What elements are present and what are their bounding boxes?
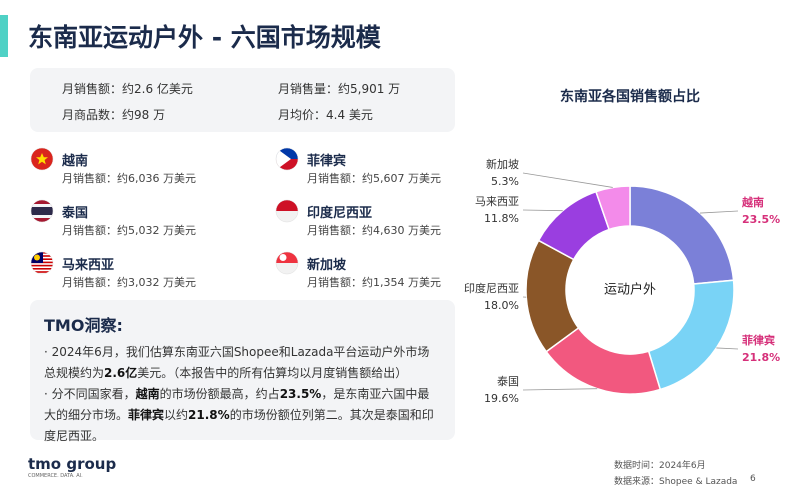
flag-part: [279, 254, 287, 261]
flag-part: [276, 211, 298, 222]
leader-line: [522, 209, 563, 212]
insight-run: 分不同国家看，: [51, 387, 136, 401]
insight-title: TMO洞察:: [44, 316, 123, 335]
flag-star: [36, 153, 48, 165]
flag-part: [276, 252, 298, 263]
country-name: 新加坡: [307, 258, 347, 273]
summary-box: 月销售额：约2.6 亿美元 月销售量：约5,901 万 月商品数：约98 万 月…: [30, 68, 455, 132]
country-name: 马来西亚: [62, 258, 115, 273]
summary-item: 月销售额：约2.6 亿美元: [62, 82, 193, 96]
flag-clip: [31, 148, 53, 170]
flag-part: [276, 200, 298, 211]
flag: [30, 251, 54, 275]
flag-part: [31, 207, 53, 215]
country-sales: 月销售额：约4,630 万美元: [307, 224, 441, 237]
slice-label: 菲律宾: [742, 333, 775, 347]
footer-date: 数据时间：2024年6月: [614, 461, 706, 471]
flags: [30, 147, 299, 275]
flag-ring: [30, 199, 54, 223]
flag: [275, 251, 299, 275]
country-name: 印度尼西亚: [307, 206, 373, 221]
summary-item: 月均价：4.4 美元: [278, 108, 373, 122]
slice-value: 19.6%: [484, 392, 519, 405]
flag: [275, 147, 299, 171]
summary-item: 月销售量：约5,901 万: [278, 82, 401, 96]
page-title: 东南亚运动户外 - 六国市场规模: [28, 23, 381, 52]
slice-label: 越南: [741, 195, 764, 209]
donut-slice: [595, 185, 631, 231]
flag-ring: [30, 251, 54, 275]
slice-value: 5.3%: [491, 175, 519, 188]
flag-part: [276, 159, 298, 170]
country-sales: 月销售额：约5,607 万美元: [307, 172, 441, 185]
flag-part: [31, 264, 53, 267]
logo: tmo group COMMERCE. DATA. AI.: [28, 455, 116, 479]
footer-source: 数据来源：Shopee & Lazada: [614, 477, 738, 487]
leader-line: [522, 172, 613, 188]
slice-value: 21.8%: [742, 351, 780, 364]
flag-ring: [275, 251, 299, 275]
slice-label: 泰国: [497, 374, 519, 388]
country-sales: 月销售额：约3,032 万美元: [62, 276, 196, 289]
center-label: 运动户外: [604, 282, 656, 298]
donut-slice: [629, 185, 735, 285]
accent-bar: [0, 15, 8, 57]
flag-ring: [275, 147, 299, 171]
logo-text: tmo group: [28, 455, 117, 473]
flag-clip: [276, 252, 298, 274]
insight-bullet: · 分不同国家看，越南的市场份额最高，约占23.5%，是东南亚六国中最大的细分市…: [44, 387, 434, 443]
country-sales: 月销售额：约6,036 万美元: [62, 172, 196, 185]
flag: [30, 147, 54, 171]
leader-line: [716, 347, 739, 350]
slice-value: 18.0%: [484, 299, 519, 312]
slice-value: 11.8%: [484, 212, 519, 225]
insight-run: 的市场份额最高，约占: [159, 387, 280, 401]
flag-clip: [276, 200, 298, 222]
slice-label: 马来西亚: [475, 195, 519, 208]
flag-part: [31, 268, 53, 270]
insight-run: 菲律宾: [128, 408, 165, 422]
slice-value: 23.5%: [742, 213, 780, 226]
insight-run: 21.8%: [188, 408, 230, 422]
flag-part: [276, 263, 298, 274]
slice-label: 印度尼西亚: [464, 281, 519, 295]
leader-line: [699, 210, 739, 214]
donut-slice: [647, 279, 735, 391]
flag: [30, 199, 54, 223]
flag-part: [34, 254, 40, 261]
insight-run: 以约: [164, 408, 189, 422]
insight-run: ，是东南亚六国中最大的细分市场。: [44, 387, 430, 422]
flag-ring: [30, 147, 54, 171]
flag-clip: [31, 200, 53, 222]
flag-part: [276, 148, 298, 159]
insight-run: 2024年6月，我们估算东南亚六国Shopee和Lazada平台运动户外市场总规…: [44, 345, 430, 380]
insight-run: 的市场份额位列第二。其次是泰国和印度尼西亚。: [44, 408, 434, 443]
insight-box: TMO洞察: · 2024年6月，我们估算东南亚六国Shopee和Lazada平…: [30, 300, 455, 443]
country-name: 菲律宾: [307, 154, 347, 169]
flag-clip: [31, 252, 53, 273]
flag-part: [276, 148, 291, 170]
country-sales: 月销售额：约1,354 万美元: [307, 276, 441, 289]
insight-run: 美元。（本报告中的所有估算均以月度销售额给出）: [137, 366, 408, 380]
flag-ring: [275, 199, 299, 223]
insight-bullet: · 2024年6月，我们估算东南亚六国Shopee和Lazada平台运动户外市场…: [44, 345, 430, 380]
country-name: 泰国: [62, 206, 89, 221]
summary-item: 月商品数：约98 万: [62, 108, 166, 122]
flag-clip: [276, 148, 298, 170]
insight-run: 2.6亿: [104, 366, 138, 380]
leader-line: [522, 388, 598, 391]
slice-label: 新加坡: [486, 157, 519, 171]
page-number: 6: [750, 474, 756, 484]
chart-title: 东南亚各国销售额占比: [560, 88, 700, 105]
flag: [275, 199, 299, 223]
country-sales: 月销售额：约5,032 万美元: [62, 224, 196, 237]
insight-run: 23.5%: [279, 387, 322, 401]
insight-run: 越南: [135, 387, 160, 401]
country-name: 越南: [62, 154, 89, 169]
logo-tagline: COMMERCE. DATA. AI.: [28, 473, 83, 479]
flag-part: [31, 271, 53, 273]
